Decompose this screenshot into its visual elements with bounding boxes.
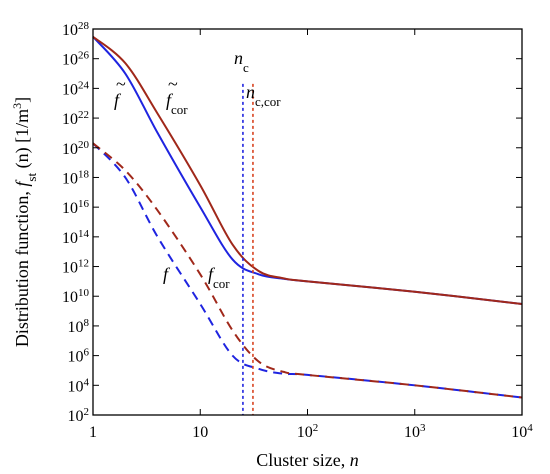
y-tick-label: 1028: [62, 20, 90, 39]
x-tick-label-base: 1: [89, 424, 97, 441]
y-tick-label-base: 10: [62, 289, 78, 306]
curve-label-sub: cor: [171, 102, 188, 117]
y-tick-label: 1016: [62, 198, 90, 217]
y-tick-label-base: 10: [68, 408, 84, 425]
x-tick-label: 10: [192, 424, 208, 441]
y-tick-label: 108: [68, 317, 90, 336]
curve-label-sub: cor: [213, 276, 230, 291]
y-tick-label-exp: 12: [78, 258, 89, 270]
y-tick-label-exp: 24: [78, 79, 90, 91]
y-tick-label: 1022: [62, 109, 89, 128]
y-tick-label: 1018: [62, 168, 90, 187]
x-tick-label-base: 10: [404, 424, 420, 441]
x-tick-label-exp: 3: [420, 422, 426, 434]
y-tick-label: 102: [68, 406, 90, 425]
y-tick-label-exp: 14: [78, 228, 90, 240]
markers-layer: [242, 83, 254, 415]
y-tick-label-exp: 10: [78, 287, 90, 299]
ticks-layer: 1 10 102 103 1041021041061081010101210141016…: [62, 20, 533, 441]
curve-label-f-tilde-cor: fcor: [166, 90, 188, 117]
marker-label-n-c: nc: [234, 48, 249, 75]
marker-label-main: n: [246, 82, 255, 102]
y-tick-label-base: 10: [62, 170, 78, 187]
y-tick-label-base: 10: [62, 200, 78, 217]
curve-label-main: f: [163, 264, 171, 284]
tilde-mark: ~: [116, 74, 126, 94]
y-axis-label-sub: st: [24, 173, 39, 182]
y-tick-label-base: 10: [62, 260, 78, 277]
y-tick-label-exp: 18: [78, 168, 90, 180]
y-axis-label-close: ]: [12, 97, 32, 103]
x-axis-label-text: Cluster size,: [256, 450, 349, 470]
x-tick-label: 1: [89, 424, 97, 441]
y-tick-label: 1012: [62, 258, 89, 277]
marker-label-sub: c,cor: [255, 94, 281, 109]
x-tick-label: 102: [297, 422, 319, 441]
y-tick-label-base: 10: [68, 349, 84, 366]
y-axis-label: Distribution function, fst (n) [1/m3]: [10, 97, 39, 347]
y-tick-label-exp: 4: [84, 376, 90, 388]
x-axis-label-var: n: [350, 450, 359, 470]
y-tick-label: 1026: [62, 50, 90, 69]
curve-label-main: f: [208, 264, 216, 284]
series-line-f-tilde: [92, 36, 523, 305]
y-axis-label-text: Distribution function,: [12, 187, 32, 348]
y-tick-label-exp: 8: [84, 317, 90, 329]
x-tick-label-base: 10: [297, 424, 313, 441]
y-axis-label-exp: 3: [10, 103, 24, 109]
y-tick-label-exp: 16: [78, 198, 90, 210]
y-tick-label-base: 10: [68, 319, 84, 336]
y-tick-label-base: 10: [62, 230, 78, 247]
series-layer: [92, 35, 523, 399]
x-tick-label: 104: [511, 422, 533, 441]
y-tick-label-base: 10: [68, 378, 84, 395]
x-tick-label-exp: 4: [527, 422, 533, 434]
y-tick-label-base: 10: [62, 81, 78, 98]
series-line-f-cor: [92, 142, 523, 399]
series-line-f: [92, 142, 523, 399]
curve-label-f: f: [163, 264, 171, 284]
tilde-mark: ~: [168, 74, 178, 94]
curve-label-main: f: [114, 90, 122, 110]
y-tick-label-exp: 28: [78, 20, 90, 32]
marker-label-sub: c: [243, 60, 249, 75]
y-tick-label: 1020: [62, 139, 90, 158]
x-tick-label-base: 10: [511, 424, 527, 441]
curve-label-f-tilde: f: [114, 90, 122, 110]
y-tick-label: 1014: [62, 228, 90, 247]
y-tick-label-base: 10: [62, 22, 78, 39]
y-tick-label: 1010: [62, 287, 90, 306]
curve-label-main: f: [166, 90, 174, 110]
marker-label-main: n: [234, 48, 243, 68]
y-tick-label: 1024: [62, 79, 90, 98]
y-tick-label-exp: 2: [84, 406, 90, 418]
y-tick-label: 104: [68, 376, 90, 395]
y-tick-label-exp: 6: [84, 347, 90, 359]
y-tick-label-base: 10: [62, 52, 78, 69]
y-tick-label-exp: 20: [78, 139, 90, 151]
y-axis-label-f: f: [12, 179, 32, 187]
x-tick-label-exp: 2: [313, 422, 319, 434]
x-tick-label-base: 10: [192, 424, 208, 441]
x-tick-label: 103: [404, 422, 426, 441]
y-tick-label-base: 10: [62, 141, 78, 158]
marker-label-n-c-cor: nc,cor: [246, 82, 281, 109]
series-line-f-tilde-cor: [92, 35, 523, 305]
x-axis-label: Cluster size, n: [256, 450, 358, 470]
y-tick-label-exp: 26: [78, 50, 90, 62]
plot-frame: [92, 28, 523, 416]
y-tick-label-exp: 22: [78, 109, 89, 121]
y-tick-label: 106: [68, 347, 90, 366]
curve-label-f-cor: fcor: [208, 264, 230, 291]
y-tick-label-base: 10: [62, 111, 78, 128]
y-axis-label-arg: (n) [1/m: [12, 109, 33, 173]
